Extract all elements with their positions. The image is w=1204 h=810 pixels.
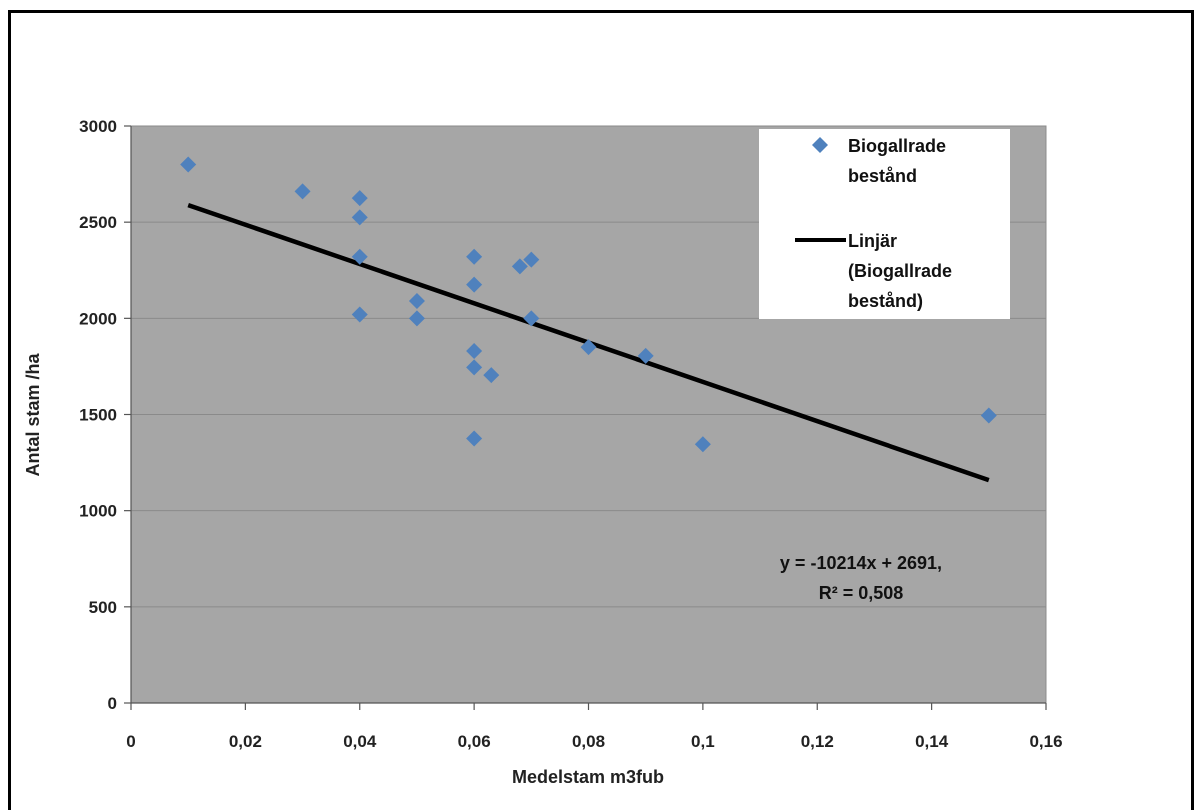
data-point-0 <box>180 156 197 173</box>
y-tick-label-5: 2500 <box>79 213 117 232</box>
y-tick-label-6: 3000 <box>79 117 117 136</box>
data-point-4 <box>351 248 368 265</box>
data-point-2 <box>351 190 368 207</box>
data-point-20 <box>980 407 997 424</box>
y-tick-label-0: 0 <box>108 694 117 713</box>
data-point-15 <box>523 251 540 268</box>
legend-label-series-line-2: bestånd <box>848 166 917 186</box>
legend-label-trend-line-1: Linjär <box>848 231 897 251</box>
data-point-14 <box>511 258 528 275</box>
data-point-19 <box>694 436 711 453</box>
data-point-6 <box>408 293 425 310</box>
data-point-12 <box>466 430 483 447</box>
x-axis-title: Medelstam m3fub <box>512 767 664 787</box>
y-tick-label-1: 500 <box>89 598 117 617</box>
chart-frame <box>8 10 1194 810</box>
x-tick-label-1: 0,02 <box>229 732 262 751</box>
legend-label-trend-line-2: (Biogallrade <box>848 261 952 281</box>
y-tick-label-2: 1000 <box>79 502 117 521</box>
legend-marker-biogallrade <box>812 137 828 153</box>
data-point-17 <box>580 339 597 356</box>
trendline-r-squared: R² = 0,508 <box>819 583 904 603</box>
legend-box <box>759 129 1010 319</box>
data-point-18 <box>637 347 654 364</box>
y-tick-label-4: 2000 <box>79 309 117 328</box>
data-point-7 <box>408 310 425 327</box>
data-point-8 <box>466 248 483 265</box>
x-tick-label-2: 0,04 <box>343 732 377 751</box>
x-tick-label-8: 0,16 <box>1029 732 1062 751</box>
data-point-11 <box>466 359 483 376</box>
legend-label-trend-line-3: bestånd) <box>848 291 923 311</box>
data-point-5 <box>351 306 368 323</box>
legend-label-series-line-1: Biogallrade <box>848 136 946 156</box>
y-axis-title: Antal stam /ha <box>23 352 43 476</box>
data-point-10 <box>466 343 483 360</box>
data-point-3 <box>351 209 368 226</box>
y-tick-label-3: 1500 <box>79 406 117 425</box>
scatter-chart: 0 500 1000 1500 2000 2500 3000 0 0,02 0,04 0,06 0,0… <box>23 117 1063 787</box>
data-point-13 <box>483 367 500 384</box>
data-point-9 <box>466 276 483 293</box>
x-tick-label-4: 0,08 <box>572 732 605 751</box>
x-tick-label-3: 0,06 <box>458 732 491 751</box>
x-tick-label-7: 0,14 <box>915 732 949 751</box>
data-point-16 <box>523 310 540 327</box>
x-tick-label-0: 0 <box>126 732 135 751</box>
x-tick-label-6: 0,12 <box>801 732 834 751</box>
x-tick-label-5: 0,1 <box>691 732 715 751</box>
data-point-1 <box>294 183 311 200</box>
trendline-equation: y = -10214x + 2691, <box>780 553 942 573</box>
